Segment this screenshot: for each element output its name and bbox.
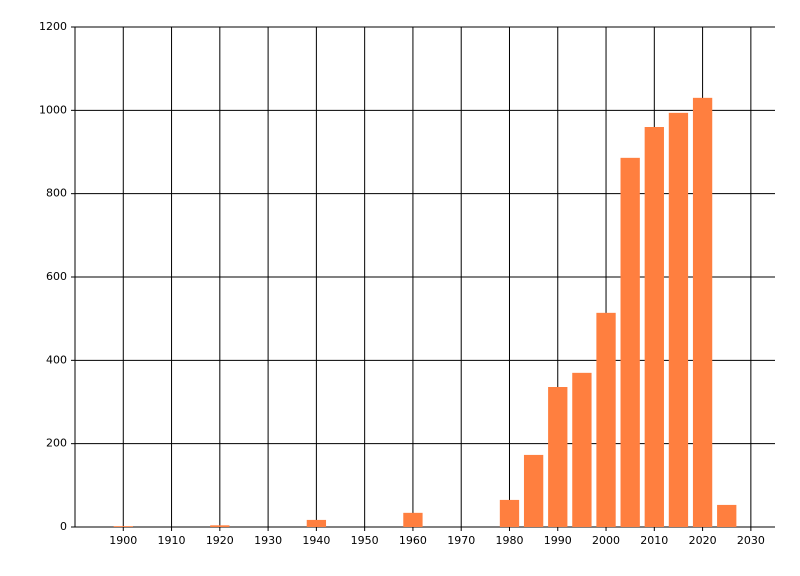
- bar: [306, 519, 327, 527]
- x-tick-label: 1920: [206, 534, 234, 547]
- bar: [403, 512, 423, 527]
- bar: [620, 157, 640, 528]
- bar: [644, 127, 664, 527]
- y-tick-label: 200: [46, 437, 67, 450]
- x-tick-label: 2000: [592, 534, 620, 547]
- x-tick-label: 1900: [109, 534, 137, 547]
- y-tick-label: 1200: [39, 20, 67, 33]
- bar: [113, 526, 133, 527]
- x-tick-label: 1950: [351, 534, 379, 547]
- bar: [692, 97, 713, 527]
- x-tick-label: 2030: [737, 534, 765, 547]
- bar: [572, 372, 592, 527]
- y-tick-label: 1000: [39, 103, 67, 116]
- y-tick-label: 0: [60, 520, 67, 533]
- bar: [668, 112, 689, 527]
- bar: [717, 504, 737, 527]
- bar: [210, 525, 230, 527]
- bar: [548, 387, 568, 527]
- y-tick-label: 400: [46, 353, 67, 366]
- x-tick-label: 1990: [544, 534, 572, 547]
- y-tick-label: 600: [46, 270, 67, 283]
- x-tick-label: 2010: [640, 534, 668, 547]
- bar: [499, 499, 520, 527]
- x-tick-label: 1970: [447, 534, 475, 547]
- x-tick-label: 1940: [302, 534, 330, 547]
- bar: [596, 312, 616, 527]
- x-tick-label: 1930: [254, 534, 282, 547]
- x-tick-label: 2020: [689, 534, 717, 547]
- y-tick-label: 800: [46, 187, 67, 200]
- x-tick-label: 1910: [158, 534, 186, 547]
- x-tick-label: 1980: [495, 534, 523, 547]
- bar: [523, 454, 544, 527]
- x-tick-label: 1960: [399, 534, 427, 547]
